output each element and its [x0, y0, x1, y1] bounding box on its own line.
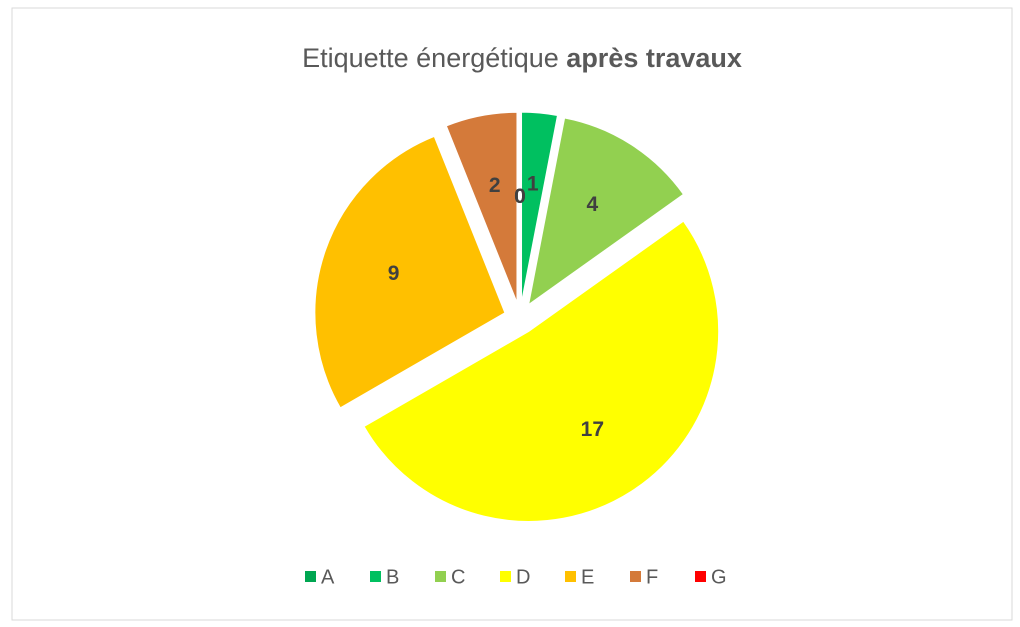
legend-label: C [451, 566, 465, 588]
title-bold: après travaux [566, 43, 742, 73]
chart-frame [11, 7, 1013, 621]
legend-swatch [630, 571, 641, 582]
legend-swatch [370, 571, 381, 582]
data-label: 2 [489, 174, 501, 197]
legend-swatch [435, 571, 446, 582]
legend-label: D [516, 566, 530, 588]
legend-swatch [695, 571, 706, 582]
legend-label: E [581, 566, 594, 588]
legend-swatch [565, 571, 576, 582]
pie-slice [363, 220, 720, 522]
legend-label: G [711, 566, 727, 588]
legend-label: F [646, 566, 658, 588]
pie-slice [445, 111, 518, 303]
data-label: 4 [586, 193, 598, 216]
title-text: Etiquette énergétique [302, 43, 559, 73]
pie-slice [527, 117, 685, 306]
legend-label: A [321, 566, 335, 588]
data-label: 0 [514, 185, 526, 208]
data-label: 17 [581, 418, 604, 441]
legend-label: B [386, 566, 399, 588]
data-label: 9 [388, 262, 400, 285]
legend-swatch [305, 571, 316, 582]
pie-slice [521, 111, 559, 303]
chart-title: Etiquette énergétique après travaux [302, 43, 742, 73]
data-label: 1 [527, 172, 539, 195]
pie-slice [314, 135, 506, 409]
legend-swatch [500, 571, 511, 582]
data-label: 0 [514, 185, 526, 208]
